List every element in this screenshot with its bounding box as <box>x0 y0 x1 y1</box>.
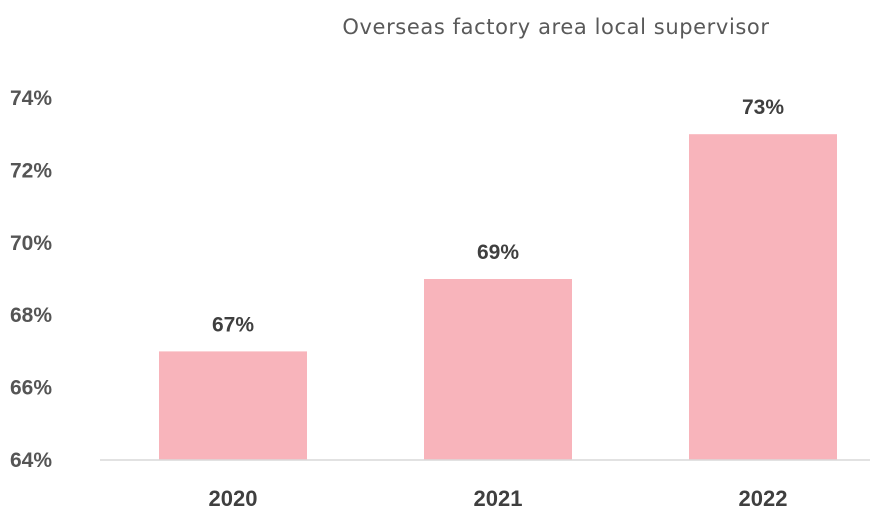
y-tick-label: 66% <box>10 377 52 400</box>
y-tick-label: 64% <box>10 449 52 472</box>
data-label: 69% <box>477 241 519 264</box>
y-axis: 74% 72% 70% 68% 66% 64% <box>10 87 52 472</box>
y-tick-label: 72% <box>10 159 52 182</box>
bar-series <box>159 134 837 460</box>
y-tick-label: 68% <box>10 304 52 327</box>
data-label: 73% <box>742 96 784 119</box>
bar-2020 <box>159 351 307 460</box>
bar-2022 <box>689 134 837 460</box>
chart-title: Overseas factory area local supervisor <box>342 15 769 39</box>
x-tick-label: 2020 <box>209 486 258 511</box>
x-tick-label: 2021 <box>474 486 523 511</box>
y-tick-label: 74% <box>10 87 52 110</box>
data-label: 67% <box>212 313 254 336</box>
x-tick-label: 2022 <box>739 486 788 511</box>
x-axis: 2020 2021 2022 <box>209 486 788 511</box>
bar-2021 <box>424 279 572 460</box>
data-labels: 67% 69% 73% <box>212 96 784 336</box>
y-tick-label: 70% <box>10 232 52 255</box>
